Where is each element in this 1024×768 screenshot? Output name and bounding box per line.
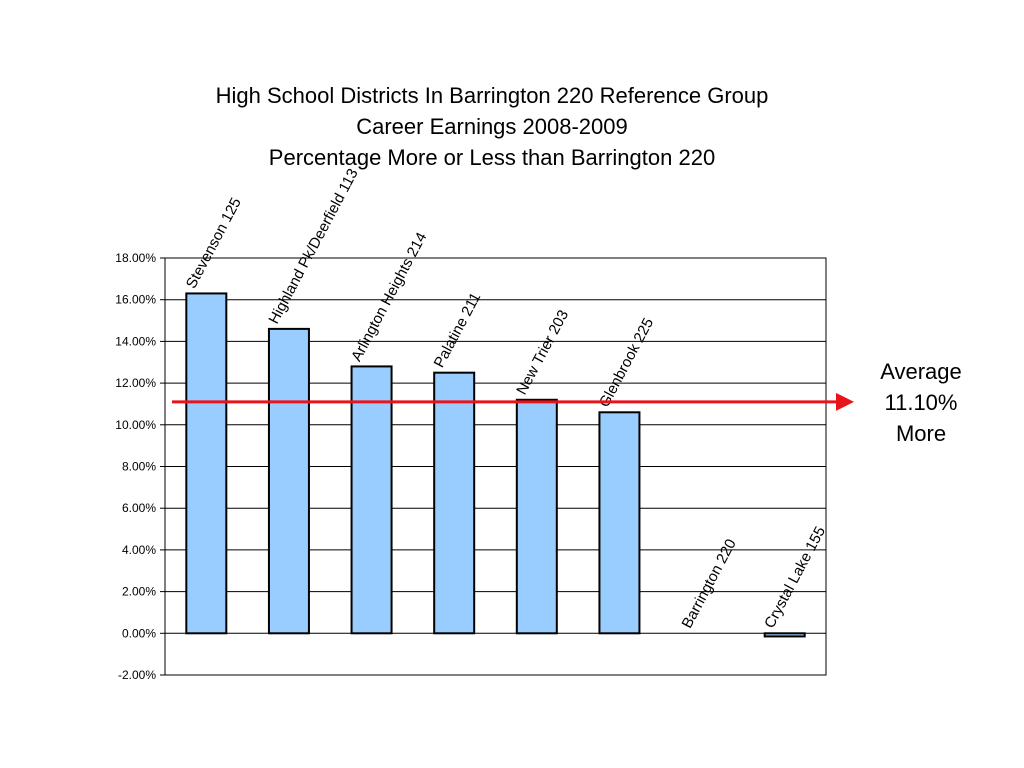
category-label: Crystal Lake 155: [761, 524, 829, 631]
bar: [267, 327, 310, 635]
category-label: Stevenson 125: [183, 195, 245, 291]
y-tick-label: 12.00%: [115, 376, 156, 390]
y-tick-label: 6.00%: [122, 501, 156, 515]
y-tick-label: 0.00%: [122, 626, 156, 640]
y-tick-label: 18.00%: [115, 251, 156, 265]
y-tick-label: 14.00%: [115, 334, 156, 348]
chart-title-line-1: High School Districts In Barrington 220 …: [215, 83, 769, 108]
chart-title-line-3: Percentage More or Less than Barrington …: [268, 145, 716, 170]
bar: [763, 632, 806, 638]
category-label: Arlington Heights 214: [348, 230, 430, 365]
average-annotation: Average 11.10% More: [858, 356, 984, 449]
y-tick-label: 4.00%: [122, 543, 156, 557]
y-tick-label: 8.00%: [122, 460, 156, 474]
y-tick-label: 10.00%: [115, 418, 156, 432]
bar: [515, 398, 558, 635]
chart-title: High School Districts In Barrington 220 …: [0, 80, 984, 173]
plot-area: [164, 257, 827, 676]
chart-title-line-2: Career Earnings 2008-2009: [356, 114, 628, 139]
average-arrow-icon: [836, 392, 854, 411]
category-label: Highland Pk/Deerfield 113: [265, 166, 361, 327]
category-label: Palatine 211: [431, 290, 485, 371]
y-tick-label: 2.00%: [122, 585, 156, 599]
y-tick-label: 16.00%: [115, 293, 156, 307]
category-label: Barrington 220: [679, 536, 740, 631]
bar: [433, 371, 476, 635]
bar: [185, 292, 228, 635]
bar: [350, 365, 393, 635]
average-label-line-3: More: [895, 421, 947, 446]
category-label: New Trier 203: [513, 307, 572, 397]
average-label-line-2: 11.10%: [884, 390, 958, 415]
y-tick-label: -2.00%: [118, 668, 156, 682]
category-label: Glenbrook 225: [596, 315, 657, 410]
bar: [598, 411, 641, 635]
average-label-line-1: Average: [880, 359, 962, 384]
